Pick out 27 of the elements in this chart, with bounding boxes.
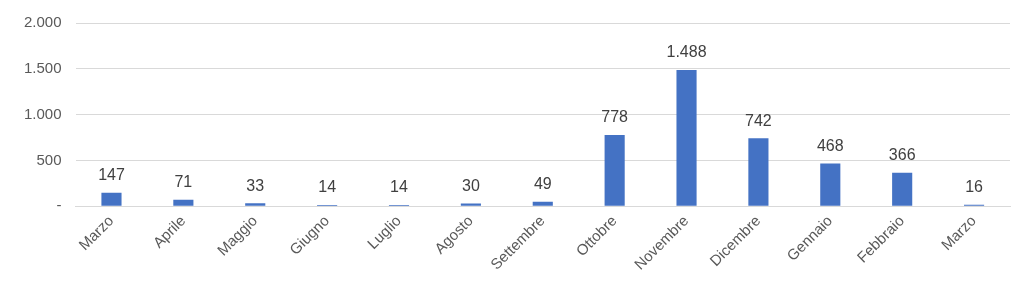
data-label: 14 <box>318 178 337 196</box>
data-label: 16 <box>965 178 984 196</box>
y-tick-label: 1.000 <box>23 104 62 122</box>
y-tick-label: - <box>56 196 62 214</box>
data-label: 33 <box>246 176 265 194</box>
data-label: 366 <box>888 146 916 164</box>
bar <box>604 135 625 206</box>
bar <box>532 201 553 206</box>
data-label: 49 <box>533 175 552 193</box>
data-label: 468 <box>816 136 844 154</box>
data-label: 147 <box>98 166 125 184</box>
y-tick-label: 2.000 <box>23 13 62 31</box>
bar <box>245 203 266 206</box>
bar <box>173 199 194 206</box>
bar <box>748 138 769 206</box>
data-label: 778 <box>601 108 629 126</box>
bar <box>676 69 697 206</box>
bar <box>892 172 913 206</box>
data-label: 14 <box>390 178 408 196</box>
y-tick-label: 500 <box>36 150 62 168</box>
data-label: 30 <box>461 177 480 194</box>
data-label: 1.488 <box>666 43 707 61</box>
bar <box>101 192 122 206</box>
y-tick-label: 1.500 <box>23 58 62 76</box>
bar <box>820 163 841 206</box>
data-label: 742 <box>745 111 772 129</box>
data-label: 71 <box>174 173 193 191</box>
